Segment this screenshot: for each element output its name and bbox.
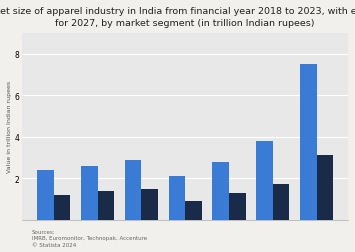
Text: Sources:
IMRB, Euromonitor, Technopak, Accenture
© Statista 2024: Sources: IMRB, Euromonitor, Technopak, A…: [32, 229, 147, 247]
Bar: [125, 160, 141, 220]
Bar: [81, 166, 98, 220]
Bar: [141, 189, 158, 220]
Bar: [273, 185, 289, 220]
Bar: [212, 162, 229, 220]
Bar: [37, 170, 54, 220]
Bar: [54, 195, 70, 220]
Bar: [317, 156, 333, 220]
Bar: [300, 65, 317, 220]
Bar: [229, 193, 246, 220]
Bar: [169, 176, 185, 220]
Title: Market size of apparel industry in India from financial year 2018 to 2023, with : Market size of apparel industry in India…: [0, 7, 355, 28]
Bar: [98, 191, 114, 220]
Bar: [185, 201, 202, 220]
Bar: [256, 141, 273, 220]
Y-axis label: Value in trillion Indian rupees: Value in trillion Indian rupees: [7, 81, 12, 173]
